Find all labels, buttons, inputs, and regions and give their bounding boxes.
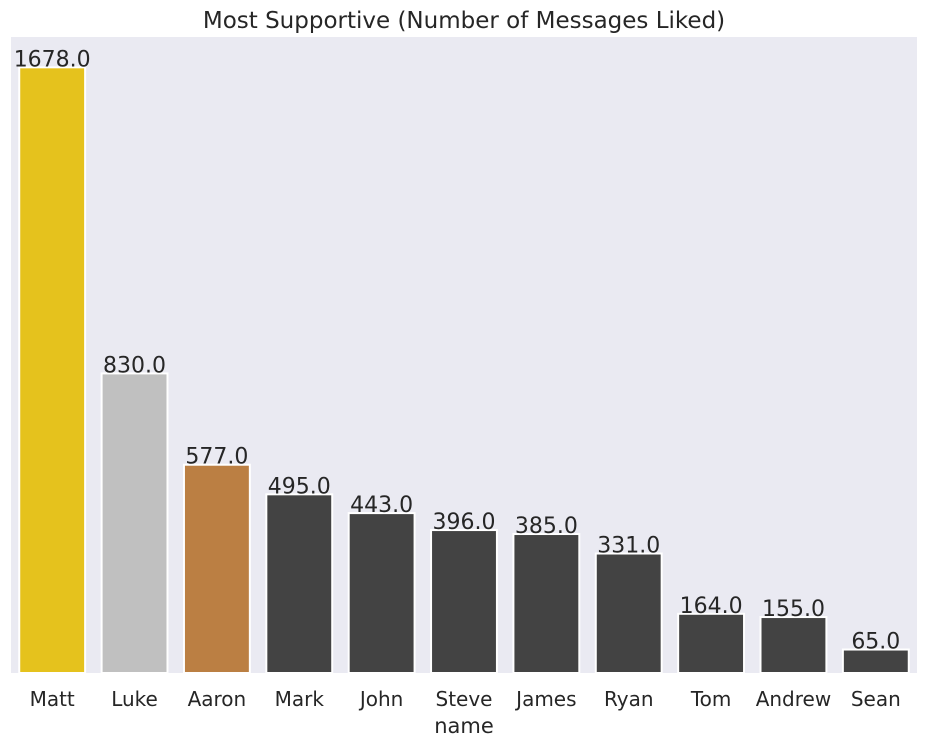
value-label-andrew: 155.0 (762, 597, 825, 622)
x-tick-label-steve: Steve (436, 687, 493, 711)
value-labels-group: 1678.0 830.0 577.0 495.0 443.0 396.0 385.0 331.… (14, 47, 901, 654)
value-label-tom: 164.0 (680, 594, 743, 619)
value-label-james: 385.0 (515, 514, 578, 539)
x-tick-label-john: John (358, 687, 404, 711)
bar-andrew (759, 616, 828, 674)
bar-matt (18, 66, 87, 674)
x-tick-label-andrew: Andrew (756, 687, 832, 711)
value-label-steve: 396.0 (433, 510, 496, 535)
bar-mark (265, 493, 334, 674)
x-tick-label-matt: Matt (30, 687, 75, 711)
value-label-ryan: 331.0 (597, 534, 660, 559)
bars-group (18, 66, 910, 675)
bar-ryan (594, 552, 663, 675)
value-label-sean: 65.0 (851, 630, 900, 655)
bar-luke (100, 372, 169, 674)
x-axis-label: name (434, 714, 494, 738)
x-tick-label-luke: Luke (111, 687, 158, 711)
bar-tom (677, 612, 746, 674)
x-tick-label-ryan: Ryan (604, 687, 654, 711)
x-tick-labels-group: Matt Luke Aaron Mark John Steve James Ryan Tom An… (30, 687, 901, 711)
x-tick-label-mark: Mark (275, 687, 325, 711)
chart-title: Most Supportive (Number of Messages Like… (203, 8, 725, 34)
bar-steve (430, 529, 498, 674)
bar-john (347, 512, 416, 674)
bar-sean (841, 648, 910, 674)
value-label-mark: 495.0 (268, 474, 331, 499)
value-label-john: 443.0 (350, 493, 413, 518)
x-tick-label-sean: Sean (851, 687, 901, 711)
x-tick-label-tom: Tom (690, 687, 732, 711)
value-label-luke: 830.0 (103, 353, 166, 378)
bar-james (512, 533, 581, 675)
x-tick-label-aaron: Aaron (188, 687, 247, 711)
bar-aaron (182, 463, 251, 675)
value-label-aaron: 577.0 (185, 445, 248, 470)
value-label-matt: 1678.0 (14, 47, 91, 72)
x-tick-label-james: James (514, 687, 576, 711)
